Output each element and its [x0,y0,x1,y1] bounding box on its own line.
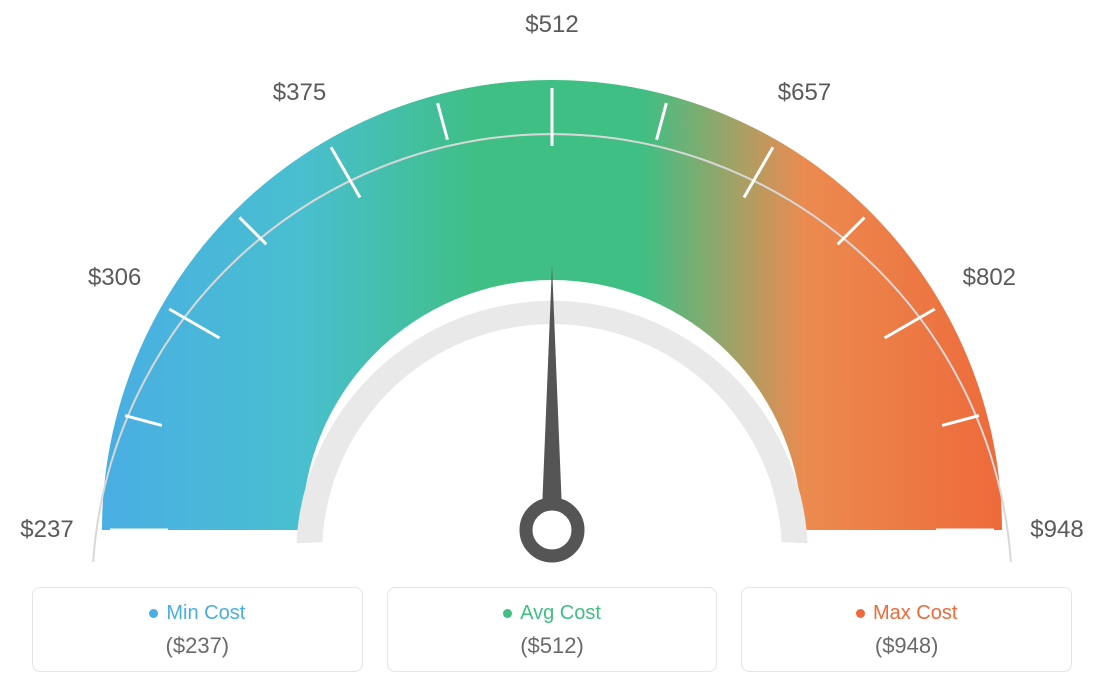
gauge-tick-label: $375 [273,79,326,107]
gauge-tick-label: $802 [963,264,1016,292]
legend-title: Min Cost [149,602,245,625]
gauge-tick-label: $512 [525,11,578,39]
gauge-tick-label: $657 [778,79,831,107]
legend-dot-icon [503,609,512,618]
legend-title: Max Cost [856,602,957,625]
legend-dot-icon [149,609,158,618]
legend-title-text: Avg Cost [520,602,601,625]
legend-title-text: Max Cost [873,602,957,625]
legend-value: ($237) [33,633,362,659]
gauge-tick-label: $948 [1030,516,1083,544]
legend-dot-icon [856,609,865,618]
gauge-chart: $237 $306 $375 $512 $657 $802 $948 [0,0,1104,570]
gauge-svg [0,0,1104,570]
legend-card: Min Cost ($237) [32,587,363,672]
gauge-needle-hub [526,504,578,556]
legend-title-text: Min Cost [166,602,245,625]
gauge-tick-label: $237 [20,516,73,544]
legend-value: ($512) [388,633,717,659]
legend-value: ($948) [742,633,1071,659]
legend-title: Avg Cost [503,602,601,625]
legend-card: Avg Cost ($512) [387,587,718,672]
gauge-tick-label: $306 [88,264,141,292]
legend-row: Min Cost ($237) Avg Cost ($512) Max Cost ($94… [0,587,1104,672]
legend-card: Max Cost ($948) [741,587,1072,672]
